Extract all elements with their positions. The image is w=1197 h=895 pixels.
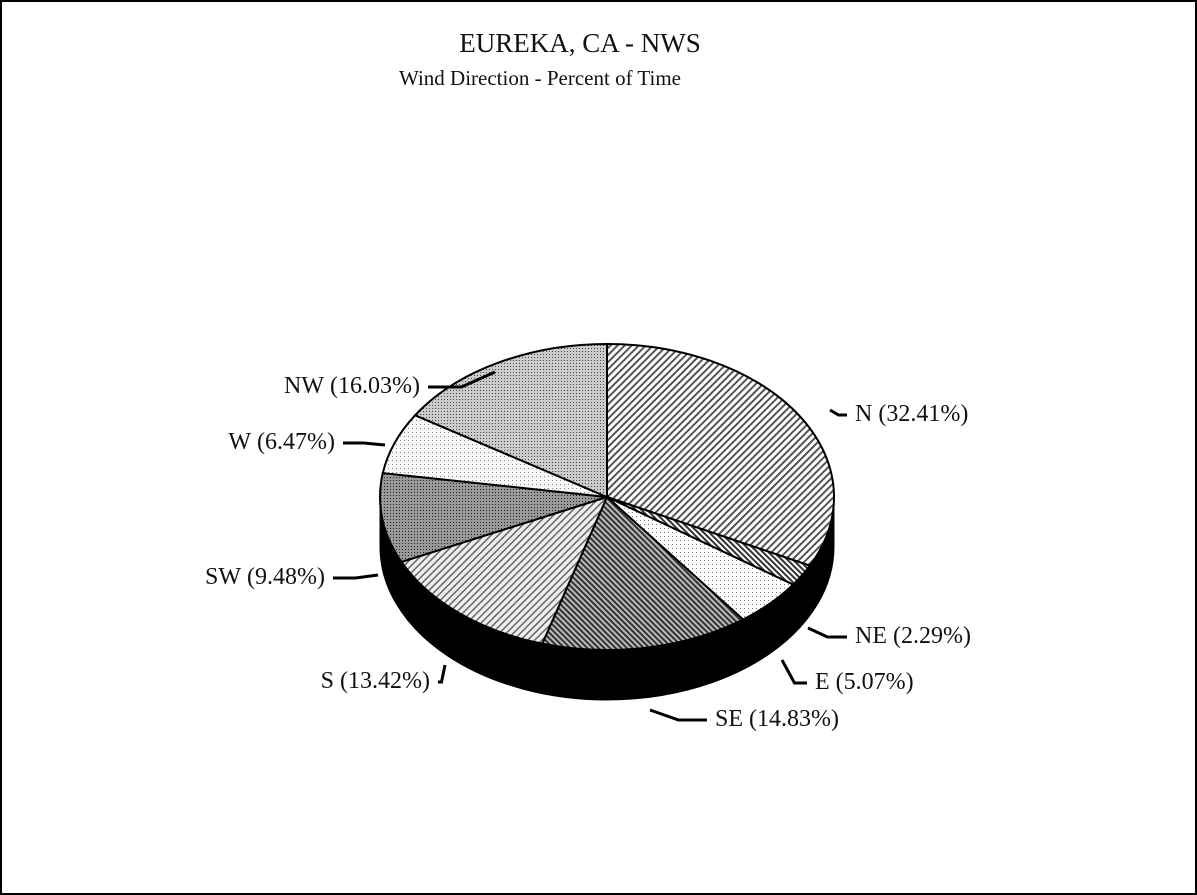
leader-line <box>438 664 447 684</box>
slice-label: E (5.07%) <box>815 669 914 695</box>
pie-slice <box>606 342 835 567</box>
pie-slice <box>399 495 609 645</box>
slice-label: SE (14.83%) <box>715 706 839 732</box>
slice-value-label: (13.42%) <box>340 668 430 694</box>
chart-subtitle: Wind Direction - Percent of Time <box>399 66 681 90</box>
slice-value-label: (16.03%) <box>330 373 420 399</box>
leader-line <box>829 408 847 417</box>
slice-value-label: (14.83%) <box>749 706 839 732</box>
leader-line <box>428 370 496 389</box>
slice-value-label: (32.41%) <box>878 401 968 427</box>
pie-slice <box>413 342 608 499</box>
pie-slice <box>379 471 608 564</box>
slice-label: N (32.41%) <box>855 401 968 427</box>
slice-category: W <box>228 429 251 455</box>
slice-category: SE <box>715 706 743 732</box>
slice-value-label: (5.07%) <box>836 669 914 695</box>
slice-value-label: (2.29%) <box>893 623 971 649</box>
slice-category: NW <box>284 373 324 399</box>
leader-line <box>807 626 847 639</box>
slice-label: NW (16.03%) <box>284 373 420 399</box>
slice-category: S <box>321 668 334 694</box>
leader-line <box>780 659 807 685</box>
leader-line <box>333 573 379 580</box>
slice-label: W (6.47%) <box>228 429 335 455</box>
slice-value-label: (9.48%) <box>247 564 325 590</box>
slice-category: N <box>855 401 872 427</box>
slice-label: NE (2.29%) <box>855 623 971 649</box>
slice-category: SW <box>205 564 241 590</box>
pie-slice <box>540 495 745 651</box>
slice-category: NE <box>855 623 887 649</box>
slice-category: E <box>815 669 830 695</box>
slice-label: S (13.42%) <box>321 668 430 694</box>
leader-line <box>649 708 707 722</box>
leader-line <box>343 441 386 447</box>
slice-label: SW (9.48%) <box>205 564 325 590</box>
slice-value-label: (6.47%) <box>257 429 335 455</box>
chart-title: EUREKA, CA - NWS <box>459 28 701 58</box>
